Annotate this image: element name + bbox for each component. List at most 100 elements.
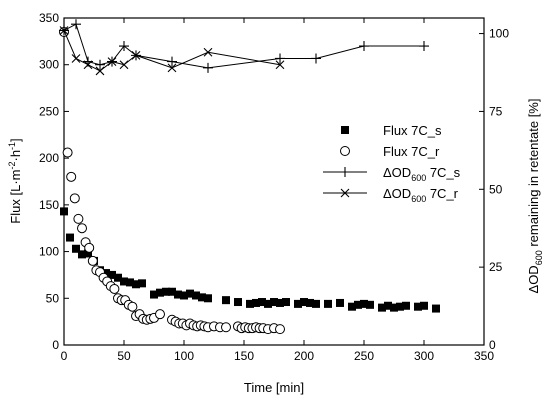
data-point — [120, 277, 128, 286]
data-point — [366, 300, 374, 309]
series-line — [63, 23, 424, 69]
y-tick-label: 0 — [52, 338, 59, 352]
data-point — [258, 298, 266, 307]
data-point — [132, 280, 140, 289]
data-point — [414, 302, 422, 311]
data-point — [78, 250, 86, 259]
y-tick-label: 150 — [39, 198, 59, 212]
data-point — [131, 50, 141, 60]
legend-item: ΔOD600 7C_s — [323, 165, 461, 183]
data-point — [59, 26, 69, 35]
series-2 — [59, 27, 285, 335]
y-axis-title-pre: Flux [L·m — [8, 170, 23, 224]
data-point — [186, 289, 194, 298]
legend-label: ΔOD600 7C_r — [383, 186, 459, 204]
x-tick-label: 300 — [414, 349, 434, 363]
data-point — [95, 66, 105, 76]
y2-tick-label: 25 — [489, 260, 503, 274]
data-point — [336, 298, 344, 307]
data-point — [126, 278, 134, 287]
data-point — [360, 299, 368, 308]
data-point — [276, 298, 284, 307]
x-tick-label: 200 — [294, 349, 314, 363]
legend-label-post: 7C_s — [426, 165, 460, 180]
data-point — [138, 279, 146, 288]
plot-frame — [63, 17, 485, 346]
legend-item: Flux 7C_r — [340, 144, 440, 159]
data-point — [348, 302, 356, 311]
data-point — [419, 41, 429, 52]
legend-item: ΔOD600 7C_r — [323, 186, 459, 204]
data-point — [84, 242, 95, 253]
legend-label: Flux 7C_s — [383, 123, 442, 138]
y2-tick-label: 0 — [489, 338, 496, 352]
legend-marker — [340, 188, 350, 198]
data-point — [402, 301, 410, 310]
data-point — [71, 19, 81, 30]
data-point — [246, 299, 254, 308]
data-point — [66, 233, 74, 242]
data-point — [102, 269, 110, 278]
data-point — [72, 244, 80, 253]
x-tick-label: 100 — [174, 349, 194, 363]
data-point — [155, 309, 165, 320]
data-point — [162, 287, 170, 296]
legend-label-pre: ΔOD — [383, 165, 411, 180]
data-point — [420, 301, 428, 310]
y-tick-label: 50 — [46, 291, 60, 305]
data-point — [294, 299, 302, 308]
data-point — [359, 41, 369, 52]
y-tick-label: 300 — [39, 58, 59, 72]
data-point — [119, 41, 129, 52]
data-point — [275, 60, 285, 70]
data-point — [60, 207, 68, 216]
data-point — [354, 300, 362, 309]
data-point — [108, 270, 116, 279]
data-point — [275, 53, 285, 64]
legend-marker — [340, 167, 350, 177]
series-1 — [60, 207, 440, 313]
data-point — [109, 283, 120, 294]
data-point — [198, 293, 206, 302]
data-point — [312, 299, 320, 308]
data-point — [222, 296, 230, 305]
data-point — [114, 273, 122, 282]
y-axis-title-post: ] — [8, 138, 23, 142]
data-point — [174, 290, 182, 299]
y2-tick-label: 50 — [489, 182, 503, 196]
legend-label-sub: 600 — [411, 173, 426, 183]
legend-item: Flux 7C_s — [341, 123, 442, 138]
legend-marker — [341, 126, 349, 134]
data-point — [234, 298, 242, 307]
data-point — [204, 294, 212, 303]
data-point — [203, 62, 213, 73]
data-point — [324, 299, 332, 308]
data-point — [156, 288, 164, 297]
data-point — [167, 56, 177, 67]
data-point — [66, 171, 77, 182]
y-tick-label: 250 — [39, 104, 59, 118]
y-axis-title-sup2: -1 — [7, 142, 17, 150]
data-point — [306, 298, 314, 307]
data-point — [275, 324, 285, 335]
y-tick-label: 100 — [39, 245, 59, 259]
legend-marker — [340, 146, 350, 156]
legend-label-post: 7C_r — [426, 186, 458, 201]
data-point — [167, 63, 177, 73]
data-point — [264, 299, 272, 308]
data-point — [150, 290, 158, 299]
data-point — [203, 47, 213, 57]
data-point — [300, 298, 308, 307]
data-point — [107, 57, 117, 66]
y2-tick-label: 75 — [489, 104, 503, 118]
series-line — [63, 30, 281, 72]
data-point — [252, 298, 260, 307]
data-point — [311, 53, 321, 64]
y-axis-title-mid: ·h — [8, 150, 23, 162]
y2-axis-title-post: remaining in retentate [%] — [526, 99, 541, 251]
y2-axis-title: ΔOD600 remaining in retentate [%] — [526, 99, 544, 294]
y2-axis-title-sub: 600 — [534, 250, 544, 265]
data-point — [77, 223, 87, 234]
